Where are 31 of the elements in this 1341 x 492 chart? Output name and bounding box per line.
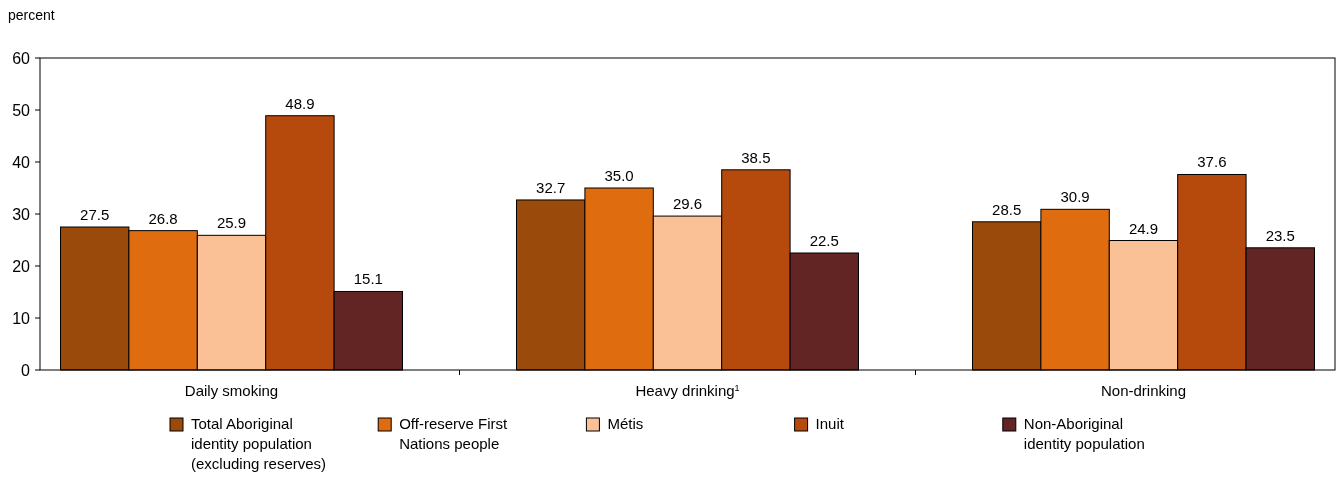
data-label: 27.5 — [80, 206, 110, 223]
data-label: 15.1 — [353, 270, 383, 288]
x-tick-label: Non-drinking — [1100, 382, 1187, 399]
y-tick-label: 30 — [12, 205, 31, 223]
y-axis-title: percent — [8, 7, 55, 23]
legend-label: Inuit — [815, 415, 845, 432]
x-tick-label: Heavy drinking$^{1}$ — [635, 382, 740, 399]
data-label: 38.5 — [741, 148, 771, 166]
data-label: 26.8 — [148, 209, 178, 227]
y-tick-label: 50 — [12, 101, 31, 119]
y-tick-label: 10 — [12, 309, 31, 327]
data-label: 25.9 — [216, 214, 247, 232]
data-label: 24.9 — [1128, 219, 1159, 237]
y-tick-label: 0 — [21, 361, 31, 379]
y-tick-label: 40 — [12, 153, 31, 171]
y-tick-label: 60 — [12, 49, 31, 67]
x-tick-label: Daily smoking — [184, 382, 279, 399]
data-label: 22.5 — [809, 232, 839, 249]
data-label: 35.0 — [604, 167, 634, 184]
data-label: 28.5 — [992, 200, 1022, 218]
data-label: 29.6 — [672, 195, 703, 213]
data-label: 30.9 — [1060, 188, 1090, 206]
data-label: 23.5 — [1265, 226, 1295, 244]
legend-label: Non-Aboriginal identity population — [1023, 415, 1145, 452]
legend-label: Métis — [607, 415, 644, 432]
y-tick-label: 20 — [12, 257, 31, 275]
data-label: 37.6 — [1197, 153, 1227, 171]
legend-label: Total Aboriginal identity population (excluding reserves) — [191, 415, 327, 472]
data-label: 32.7 — [536, 178, 566, 196]
legend-label: Off-reserve First Nations people — [399, 415, 509, 452]
data-label: 48.9 — [285, 94, 315, 112]
